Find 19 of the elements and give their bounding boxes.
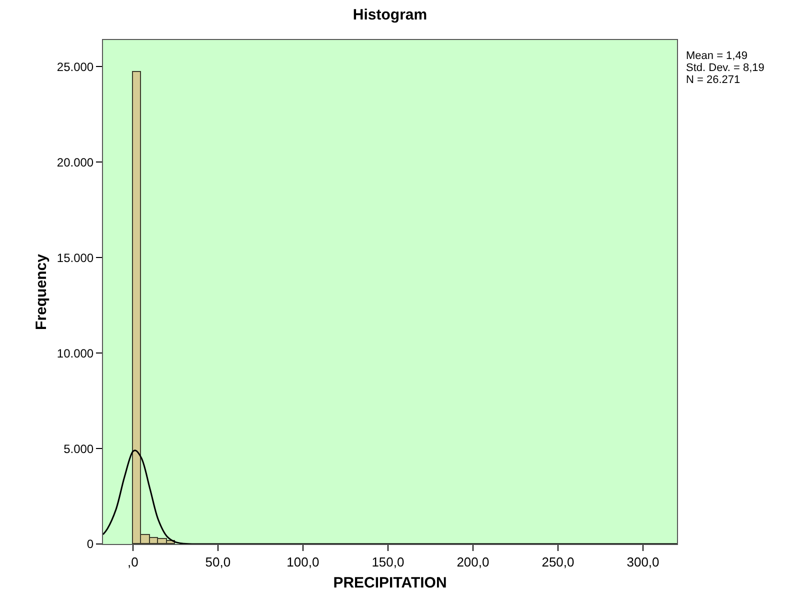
x-tick-label: 300,0 — [626, 554, 660, 570]
x-tick-label: 250,0 — [542, 554, 574, 570]
y-tick-label: 25.000 — [56, 60, 94, 74]
y-tick-label: 0 — [86, 537, 94, 552]
x-tick-label: 100,0 — [286, 554, 320, 570]
x-tick-label: 50,0 — [205, 554, 231, 570]
y-tick-label: 5.000 — [64, 442, 94, 456]
x-tick-label: 150,0 — [372, 554, 404, 570]
text: Std. Dev. = 8,19 — [686, 62, 764, 74]
y-tick-label: 10.000 — [56, 346, 94, 360]
x-tick-label: ,0 — [128, 554, 138, 570]
y-tick-label: 20.000 — [56, 155, 94, 170]
chart-title: Histogram — [352, 6, 428, 24]
text: N = 26.271 — [686, 74, 740, 86]
x-axis-title: PRECIPITATION — [333, 574, 447, 592]
y-axis-title: Frequency — [33, 253, 50, 330]
x-tick-label: 200,0 — [456, 554, 490, 570]
y-tick-label: 15.000 — [56, 250, 94, 265]
text: Mean = 1,49 — [686, 50, 748, 62]
